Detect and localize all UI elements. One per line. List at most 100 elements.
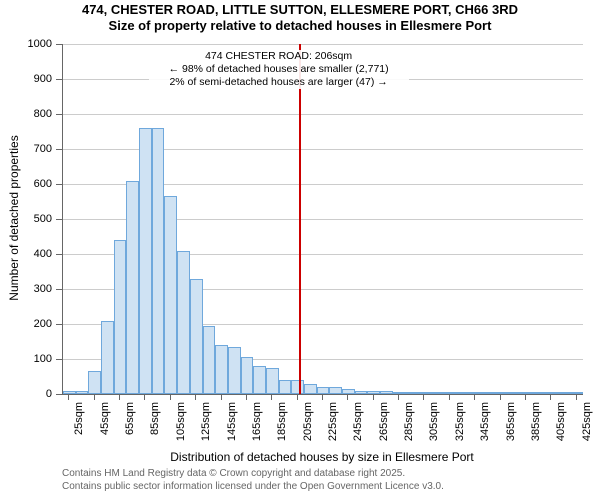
histogram-bar — [456, 392, 469, 394]
x-tick — [423, 394, 424, 400]
x-tick — [271, 394, 272, 400]
histogram-bar — [177, 251, 190, 395]
x-tick-label: 245sqm — [352, 402, 364, 450]
histogram-bar — [203, 326, 216, 394]
x-tick-label: 385sqm — [530, 402, 542, 450]
chart-title-1: 474, CHESTER ROAD, LITTLE SUTTON, ELLESM… — [0, 2, 600, 18]
x-tick-label: 425sqm — [581, 402, 593, 450]
x-tick — [398, 394, 399, 400]
footer-attribution: Contains HM Land Registry data © Crown c… — [62, 468, 444, 493]
x-tick-label: 325sqm — [454, 402, 466, 450]
histogram-bar — [355, 391, 368, 395]
y-tick-label: 0 — [0, 388, 52, 400]
x-tick-label: 45sqm — [99, 402, 111, 450]
x-tick-label: 205sqm — [302, 402, 314, 450]
x-tick — [221, 394, 222, 400]
histogram-bar — [431, 392, 444, 394]
gridline — [63, 114, 583, 115]
histogram-bar — [88, 371, 101, 394]
y-tick-label: 800 — [0, 108, 52, 120]
x-tick-label: 265sqm — [378, 402, 390, 450]
y-tick-label: 200 — [0, 318, 52, 330]
x-tick — [576, 394, 577, 400]
histogram-bar — [494, 392, 507, 394]
x-tick — [94, 394, 95, 400]
y-tick — [56, 114, 62, 115]
x-tick-label: 25sqm — [73, 402, 85, 450]
histogram-bar — [317, 387, 330, 394]
x-tick — [119, 394, 120, 400]
histogram-bar — [291, 380, 304, 394]
y-tick — [56, 149, 62, 150]
histogram-bar — [190, 279, 203, 395]
histogram-bar — [241, 357, 254, 394]
histogram-bar — [380, 391, 393, 394]
y-tick-label: 600 — [0, 178, 52, 190]
annotation-line: 2% of semi-detached houses are larger (4… — [149, 76, 409, 89]
y-tick — [56, 184, 62, 185]
histogram-bar — [126, 181, 139, 395]
plot-area: 474 CHESTER ROAD: 206sqm← 98% of detache… — [62, 44, 583, 395]
y-tick — [56, 219, 62, 220]
x-tick — [322, 394, 323, 400]
x-tick — [449, 394, 450, 400]
x-tick-label: 145sqm — [226, 402, 238, 450]
chart-title-2: Size of property relative to detached ho… — [0, 18, 600, 34]
x-axis-label: Distribution of detached houses by size … — [62, 450, 582, 464]
x-tick — [525, 394, 526, 400]
y-tick-label: 500 — [0, 213, 52, 225]
gridline — [63, 44, 583, 45]
reference-marker — [299, 44, 301, 394]
y-tick — [56, 289, 62, 290]
histogram-bar — [558, 392, 571, 394]
x-tick-label: 305sqm — [428, 402, 440, 450]
x-tick-label: 345sqm — [479, 402, 491, 450]
histogram-bar — [139, 128, 152, 394]
histogram-bar — [228, 347, 241, 394]
x-tick — [474, 394, 475, 400]
histogram-bar — [266, 368, 279, 394]
histogram-chart: 474, CHESTER ROAD, LITTLE SUTTON, ELLESM… — [0, 0, 600, 500]
footer-line-2: Contains public sector information licen… — [62, 481, 444, 494]
x-tick — [550, 394, 551, 400]
y-tick-label: 300 — [0, 283, 52, 295]
histogram-bar — [532, 392, 545, 394]
histogram-bar — [279, 380, 292, 394]
y-tick — [56, 324, 62, 325]
histogram-bar — [114, 240, 127, 394]
x-tick-label: 285sqm — [403, 402, 415, 450]
x-tick-label: 105sqm — [175, 402, 187, 450]
y-tick-label: 1000 — [0, 38, 52, 50]
footer-line-1: Contains HM Land Registry data © Crown c… — [62, 468, 444, 481]
histogram-bar — [405, 392, 418, 394]
annotation-box: 474 CHESTER ROAD: 206sqm← 98% of detache… — [149, 50, 409, 89]
y-tick-label: 400 — [0, 248, 52, 260]
x-tick — [297, 394, 298, 400]
y-tick-label: 900 — [0, 73, 52, 85]
x-tick — [246, 394, 247, 400]
x-tick-label: 185sqm — [276, 402, 288, 450]
x-tick — [347, 394, 348, 400]
annotation-line: ← 98% of detached houses are smaller (2,… — [149, 63, 409, 76]
histogram-bar — [304, 384, 317, 395]
histogram-bar — [215, 345, 228, 394]
histogram-bar — [101, 321, 114, 395]
x-tick-label: 225sqm — [327, 402, 339, 450]
x-tick — [195, 394, 196, 400]
y-tick-label: 100 — [0, 353, 52, 365]
histogram-bar — [329, 387, 342, 394]
x-tick-label: 65sqm — [124, 402, 136, 450]
x-tick-label: 125sqm — [200, 402, 212, 450]
y-tick — [56, 359, 62, 360]
y-tick-label: 700 — [0, 143, 52, 155]
y-tick — [56, 79, 62, 80]
x-tick — [144, 394, 145, 400]
y-tick — [56, 394, 62, 395]
x-tick — [170, 394, 171, 400]
x-tick — [68, 394, 69, 400]
y-tick — [56, 44, 62, 45]
histogram-bar — [482, 392, 495, 394]
x-tick-label: 165sqm — [251, 402, 263, 450]
y-tick — [56, 254, 62, 255]
x-tick — [373, 394, 374, 400]
